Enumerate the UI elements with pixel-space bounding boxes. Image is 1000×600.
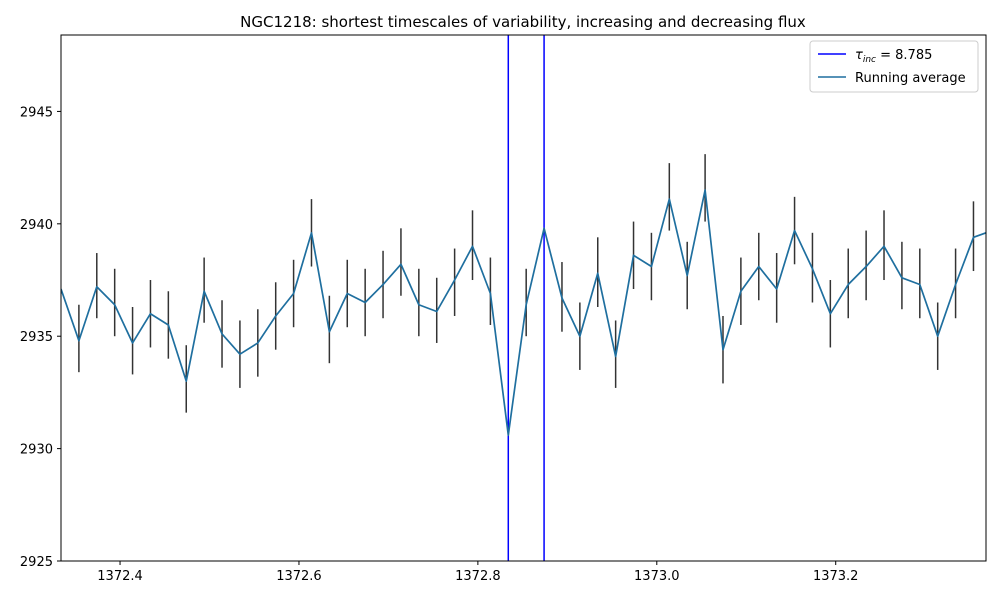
x-tick-label: 1372.8 [455,569,501,584]
chart-title: NGC1218: shortest timescales of variabil… [240,13,806,31]
legend-label-running-average: Running average [855,71,966,86]
legend-frame [809,40,979,93]
x-tick-label: 1372.6 [276,569,322,584]
y-tick-label: 2945 [20,105,53,120]
y-tick-label: 2930 [20,443,53,458]
legend-tau-subscript: inc [863,55,876,65]
y-tick-label: 2935 [20,330,53,345]
x-tick-label: 1372.4 [97,569,143,584]
legend-label-vlines: τinc = 8.785 [855,48,932,65]
legend-tau-symbol: τ [855,48,863,63]
x-tick-label: 1373.0 [634,569,680,584]
series [61,189,986,436]
vertical-lines [507,35,545,561]
plot-frame [60,34,987,562]
series-line-running-average [61,189,986,436]
y-axis: 2925 2930 2935 2940 2945 [20,105,61,570]
legend: τinc = 8.785 Running average [809,40,979,93]
x-tick-label: 1373.2 [813,569,859,584]
x-axis: 1372.4 1372.6 1372.8 1373.0 1373.2 [97,561,858,584]
legend-tau-value: = 8.785 [876,48,932,63]
y-tick-label: 2925 [20,555,53,570]
y-tick-label: 2940 [20,218,53,233]
errorbars [78,154,975,413]
